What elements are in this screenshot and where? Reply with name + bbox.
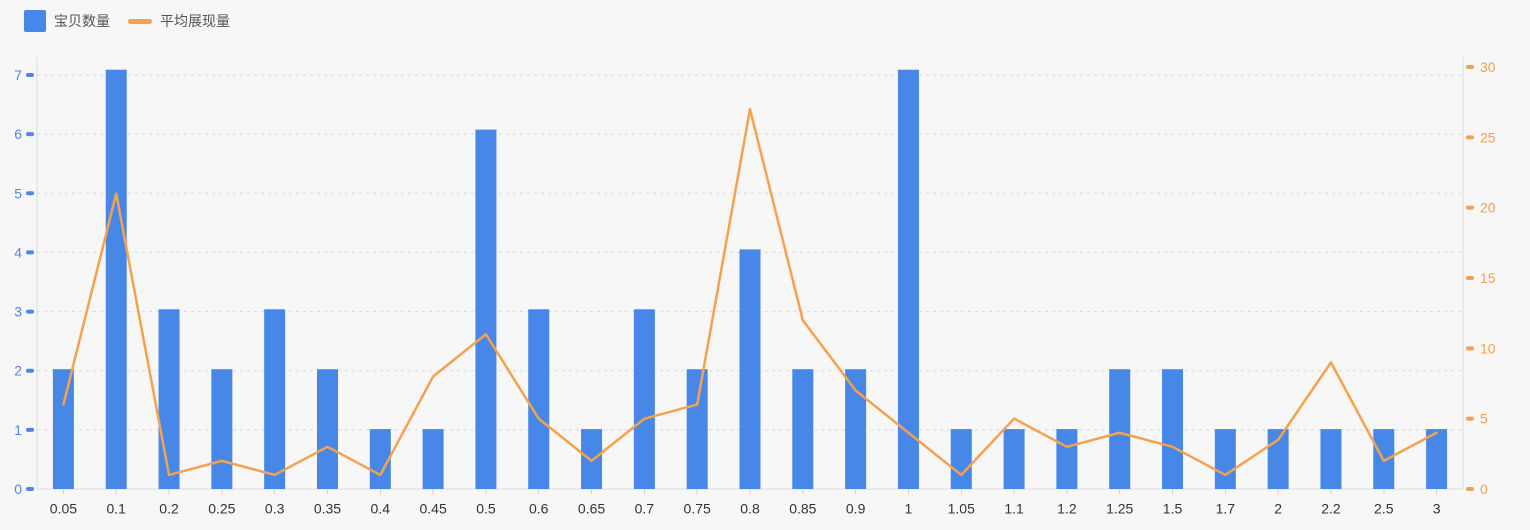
- bar[interactable]: [475, 129, 497, 489]
- x-axis-label: 1.1: [1004, 500, 1024, 516]
- bar[interactable]: [1056, 429, 1078, 489]
- left-axis-tick: [26, 487, 34, 491]
- bar[interactable]: [792, 369, 814, 489]
- right-axis-tick: [1466, 205, 1474, 210]
- x-axis-label: 0.8: [740, 500, 760, 516]
- x-axis-label: 0.9: [846, 500, 866, 516]
- left-axis-label: 7: [14, 67, 22, 83]
- left-axis-tick: [26, 309, 34, 314]
- bar[interactable]: [686, 369, 708, 489]
- x-axis-label: 0.35: [314, 500, 341, 516]
- bar[interactable]: [422, 429, 444, 489]
- right-axis-tick: [1466, 346, 1474, 351]
- legend-item-pingjun-zhanxianliang[interactable]: 平均展现量: [128, 10, 230, 32]
- bar[interactable]: [52, 369, 74, 489]
- x-axis-label: 0.25: [208, 500, 235, 516]
- bar[interactable]: [264, 309, 286, 489]
- right-axis-label: 25: [1480, 129, 1496, 145]
- left-axis-label: 6: [14, 126, 22, 142]
- bar[interactable]: [1003, 429, 1025, 489]
- bar[interactable]: [897, 69, 919, 489]
- left-axis-label: 2: [14, 363, 22, 379]
- x-axis-label: 0.05: [50, 500, 77, 516]
- x-axis-label: 0.4: [371, 500, 391, 516]
- right-axis-label: 5: [1480, 411, 1488, 427]
- right-axis-label: 20: [1480, 200, 1496, 216]
- right-axis-label: 30: [1480, 59, 1496, 75]
- left-axis-label: 0: [14, 481, 22, 497]
- bar[interactable]: [105, 69, 127, 489]
- x-axis-label: 0.75: [684, 500, 711, 516]
- bar[interactable]: [581, 429, 603, 489]
- left-axis-tick: [26, 191, 34, 196]
- left-axis-tick: [26, 132, 34, 137]
- x-axis-label: 1.7: [1216, 500, 1236, 516]
- bar[interactable]: [1162, 369, 1184, 489]
- bar[interactable]: [1426, 429, 1448, 489]
- bar[interactable]: [845, 369, 867, 489]
- x-axis-label: 2.5: [1374, 500, 1394, 516]
- x-axis-label: 1: [905, 500, 913, 516]
- bar[interactable]: [1109, 369, 1131, 489]
- left-axis-tick: [26, 250, 34, 255]
- right-axis-tick: [1466, 487, 1474, 491]
- bar[interactable]: [739, 249, 761, 489]
- left-axis-tick: [26, 368, 34, 373]
- right-axis-label: 10: [1480, 340, 1496, 356]
- x-axis-label: 0.7: [635, 500, 655, 516]
- legend-item-baobei-shuliang[interactable]: 宝贝数量: [24, 10, 110, 32]
- left-axis-tick: [26, 73, 34, 77]
- bar[interactable]: [1214, 429, 1236, 489]
- right-axis-tick: [1466, 416, 1474, 421]
- x-axis-label: 0.45: [419, 500, 446, 516]
- legend: 宝贝数量 平均展现量: [24, 10, 230, 32]
- left-axis-label: 5: [14, 185, 22, 201]
- x-axis-label: 2: [1274, 500, 1282, 516]
- bar[interactable]: [1320, 429, 1342, 489]
- x-axis-label: 0.2: [159, 500, 179, 516]
- x-axis-label: 0.6: [529, 500, 549, 516]
- x-axis-label: 2.2: [1321, 500, 1341, 516]
- bar[interactable]: [158, 309, 180, 489]
- left-axis-label: 4: [14, 244, 22, 260]
- left-axis-tick: [26, 427, 34, 432]
- right-axis-label: 0: [1480, 481, 1488, 497]
- x-axis-label: 0.1: [106, 500, 126, 516]
- x-axis-label: 0.5: [476, 500, 496, 516]
- bar[interactable]: [528, 309, 550, 489]
- x-axis-label: 1.05: [948, 500, 975, 516]
- right-axis-tick: [1466, 65, 1474, 69]
- x-axis-label: 1.2: [1057, 500, 1077, 516]
- left-axis-label: 3: [14, 304, 22, 320]
- legend-label-bar-series: 宝贝数量: [54, 13, 110, 29]
- right-axis-tick: [1466, 135, 1474, 140]
- line-series[interactable]: [62, 107, 1438, 477]
- bar[interactable]: [633, 309, 655, 489]
- x-axis-label: 0.3: [265, 500, 285, 516]
- bar[interactable]: [316, 369, 338, 489]
- bar-series-swatch-icon: [24, 10, 46, 32]
- x-axis-label: 1.25: [1106, 500, 1133, 516]
- legend-label-line-series: 平均展现量: [160, 13, 230, 29]
- right-axis-label: 15: [1480, 270, 1496, 286]
- x-axis-label: 0.65: [578, 500, 605, 516]
- x-axis-label: 1.5: [1163, 500, 1183, 516]
- x-axis-label: 0.85: [789, 500, 816, 516]
- left-axis-label: 1: [14, 422, 22, 438]
- bar[interactable]: [369, 429, 391, 489]
- x-axis-label: 3: [1433, 500, 1441, 516]
- bar[interactable]: [211, 369, 233, 489]
- right-axis-tick: [1466, 276, 1474, 280]
- bar[interactable]: [950, 429, 972, 489]
- line-series-swatch-icon: [128, 18, 152, 24]
